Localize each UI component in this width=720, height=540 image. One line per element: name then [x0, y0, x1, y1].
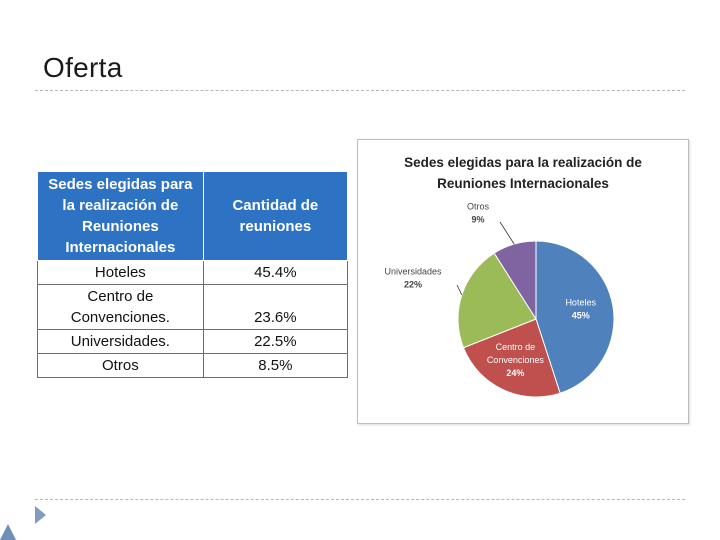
leader-line-universidades: [456, 284, 463, 296]
table-cell-value: 23.6%: [202, 284, 349, 330]
slice-label-centro-de-convenciones: Centro de Convenciones 24%: [487, 342, 545, 378]
table-cell-value: 22.5%: [202, 329, 349, 354]
next-slide-arrow-icon[interactable]: [35, 506, 46, 524]
top-divider: [35, 90, 685, 91]
table-cell-venue-text: Centro de Convenciones.: [70, 288, 170, 326]
table-row: Otros 8.5%: [37, 353, 349, 378]
pie-chart: Sedes elegidas para la realización de Re…: [384, 155, 642, 398]
corner-triangle-icon: [0, 524, 16, 540]
table-cell-value: 45.4%: [202, 260, 349, 285]
slice-label-otros: Otros 9%: [467, 202, 490, 225]
table-cell-venue: Hoteles: [37, 260, 204, 285]
table-cell-venue: Otros: [37, 353, 204, 378]
table-cell-venue: Universidades.: [37, 329, 204, 354]
table-row: Hoteles 45.4%: [37, 260, 349, 285]
pie-slice-universidades: [457, 252, 537, 349]
pie-slice-hoteles: [535, 240, 615, 394]
table-cell-venue: Centro de Convenciones.: [37, 284, 204, 330]
table-cell-value: 8.5%: [202, 353, 349, 378]
table-row: Centro de Convenciones. 23.6%: [37, 284, 349, 330]
chart-title-line-2: Reuniones Internacionales: [437, 176, 609, 191]
table-header-row: Sedes elegidas para la realización de Re…: [37, 171, 349, 261]
slice-label-hoteles: Hoteles 45%: [565, 297, 596, 320]
venues-table: Sedes elegidas para la realización de Re…: [37, 171, 349, 378]
slide-title: Oferta: [43, 52, 123, 83]
pie-slice-otros: [493, 240, 537, 321]
chart-title-line-1: Sedes elegidas para la realización de: [404, 155, 642, 170]
table-header-venue: Sedes elegidas para la realización de Re…: [37, 171, 204, 261]
table-row: Universidades. 22.5%: [37, 329, 349, 354]
bottom-divider: [35, 499, 685, 500]
leader-line-otros: [499, 221, 515, 245]
pie-chart-container: Sedes elegidas para la realización de Re…: [357, 139, 689, 424]
table-header-count: Cantidad de reuniones: [202, 171, 349, 261]
slice-label-universidades: Universidades 22%: [384, 267, 442, 290]
